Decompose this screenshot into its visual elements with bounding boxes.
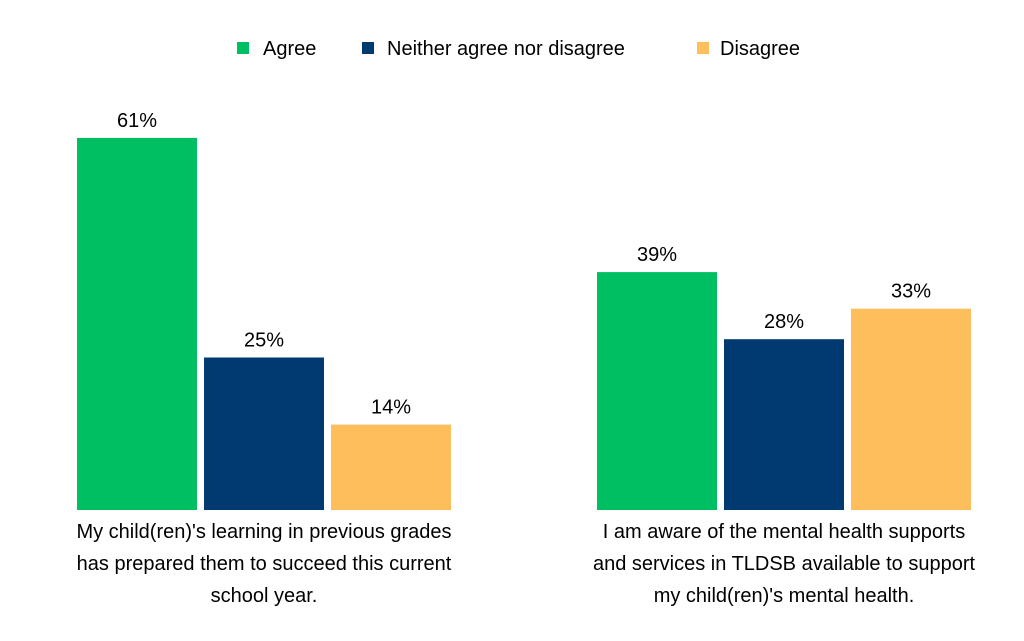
category-label-1-line-0: I am aware of the mental health supports [603,521,965,543]
bar-0-0 [77,137,197,510]
legend-swatch-2 [697,42,709,54]
data-label-1-1: 28% [764,311,804,333]
category-label-0-line-2: school year. [211,585,318,607]
data-label-0-1: 25% [244,330,284,352]
legend-swatch-0 [237,42,249,54]
bar-0-1 [204,357,324,510]
bar-1-0 [597,272,717,510]
legend-swatch-1 [362,42,374,54]
category-label-1-line-2: my child(ren)'s mental health. [654,585,915,607]
data-label-1-0: 39% [637,244,677,266]
legend-label-0: Agree [263,38,316,60]
category-label-0-line-1: has prepared them to succeed this curren… [77,553,452,575]
legend-label-1: Neither agree nor disagree [387,38,625,60]
data-label-0-2: 14% [371,397,411,419]
bar-0-2 [331,424,451,510]
category-label-0-line-0: My child(ren)'s learning in previous gra… [76,521,451,543]
data-label-1-2: 33% [891,281,931,303]
bar-1-1 [724,339,844,510]
data-label-0-0: 61% [117,110,157,132]
legend-label-2: Disagree [720,38,800,60]
bar-1-2 [851,308,971,510]
category-label-1-line-1: and services in TLDSB available to suppo… [593,553,976,575]
